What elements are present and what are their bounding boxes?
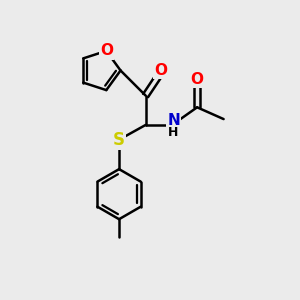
Text: S: S xyxy=(113,131,125,149)
Text: O: O xyxy=(154,63,167,78)
Text: H: H xyxy=(168,126,179,139)
Text: N: N xyxy=(167,113,180,128)
Text: O: O xyxy=(190,72,204,87)
Text: O: O xyxy=(100,44,113,59)
